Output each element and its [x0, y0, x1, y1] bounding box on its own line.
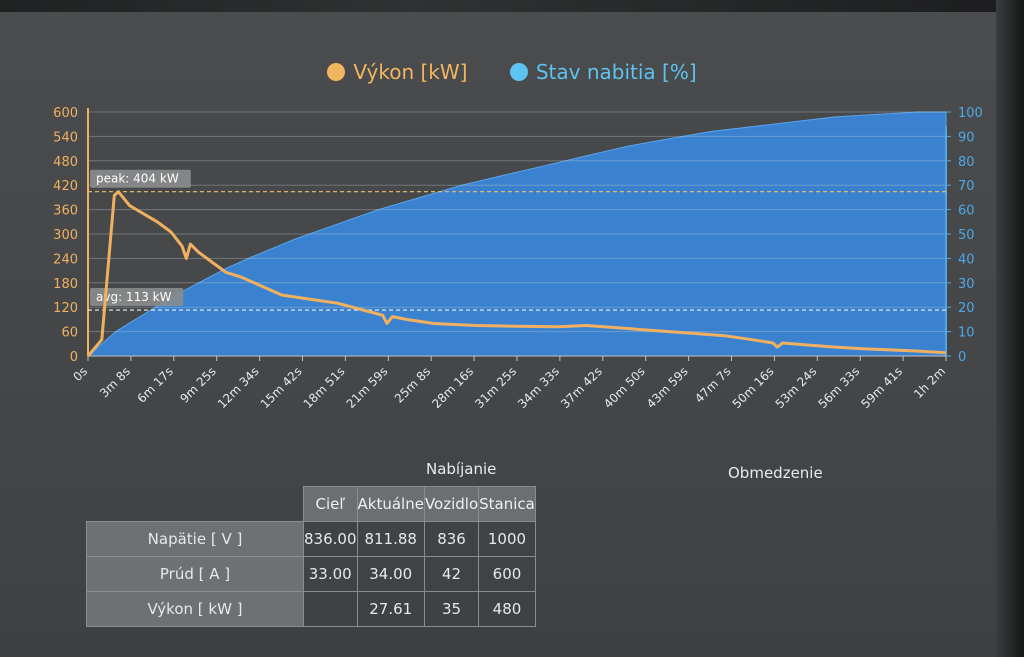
- table-header-row: Cieľ Aktuálne Vozidlo Stanica: [87, 486, 536, 522]
- x-tick-label: 18m 51s: [301, 364, 348, 411]
- row-label-voltage: Napätie [ V ]: [86, 521, 304, 557]
- cell-power-actual: 27.61: [356, 591, 425, 627]
- y-right-tick-label: 50: [958, 228, 975, 243]
- x-tick-label: 3m 8s: [97, 364, 133, 400]
- legend-dot-power: [327, 63, 346, 81]
- table-corner: [87, 487, 304, 522]
- x-tick-label: 6m 17s: [134, 364, 175, 405]
- legend-label-soc: Stav nabitia [%]: [535, 60, 697, 84]
- series-line-power: [86, 190, 947, 357]
- cell-power-vehicle: 35: [423, 591, 480, 627]
- charging-chart: 0 60 120 180 240 300 360 420 480 540 600 0 10 20 30 40 5…: [53, 106, 983, 411]
- y-right-tick-label: 0: [958, 350, 966, 365]
- y-left-tick-label: 60: [61, 326, 78, 341]
- monitor-bezel-right: [996, 0, 1024, 657]
- legend-dot-soc: [509, 63, 528, 81]
- y-right-tick-label: 10: [958, 326, 975, 341]
- group-title-limits: Obmedzenie: [728, 464, 823, 482]
- annotation-text: avg: 113 kW: [96, 290, 172, 304]
- y-left-tick-label: 540: [53, 130, 78, 145]
- x-tick-label: 59m 41s: [858, 364, 905, 411]
- y-left-tick-label: 300: [53, 228, 78, 243]
- annotation-box: [90, 288, 184, 307]
- y-right-tick-label: 20: [958, 301, 975, 316]
- cell-current-actual: 34.00: [356, 556, 425, 592]
- charging-table: Cieľ Aktuálne Vozidlo Stanica Napätie [ …: [86, 486, 536, 627]
- x-tick-label: 47m 7s: [692, 364, 733, 405]
- annotation-box: [90, 169, 191, 188]
- row-label-power: Výkon [ kW ]: [86, 591, 304, 627]
- cell-voltage-target: 836.00: [303, 521, 358, 557]
- cell-current-vehicle: 42: [423, 556, 480, 592]
- legend-item-power[interactable]: Výkon [kW]: [327, 60, 467, 84]
- annotation-text: peak: 404 kW: [96, 172, 179, 186]
- x-tick-label: 0s: [70, 364, 90, 384]
- cell-voltage-vehicle: 836: [423, 521, 480, 557]
- y-left-tick-label: 360: [53, 204, 78, 219]
- y-right-tick-label: 60: [958, 204, 975, 219]
- col-header-station: Stanica: [478, 486, 536, 522]
- row-label-current: Prúd [ A ]: [86, 556, 304, 592]
- col-header-target: Cieľ: [303, 486, 358, 522]
- y-left-tick-label: 600: [53, 106, 78, 121]
- y-left-tick-label: 420: [53, 179, 78, 194]
- series-area-soc: [86, 111, 947, 357]
- x-tick-label: 28m 16s: [429, 364, 476, 411]
- y-right-tick-label: 80: [958, 155, 975, 170]
- table-row: Napätie [ V ] 836.00 811.88 836 1000: [86, 521, 536, 557]
- legend-item-soc[interactable]: Stav nabitia [%]: [509, 60, 697, 84]
- cell-current-station: 600: [478, 556, 536, 592]
- cell-voltage-actual: 811.88: [356, 521, 425, 557]
- x-tick-label: 53m 24s: [773, 364, 820, 411]
- cell-power-target: [303, 591, 358, 627]
- annotation-label: peak: 404 kW: [90, 169, 191, 188]
- x-tick-label: 50m 16s: [730, 364, 777, 411]
- x-tick-label: 25m 8s: [392, 364, 433, 405]
- x-tick-label: 34m 33s: [515, 364, 562, 411]
- x-tick-label: 43m 59s: [644, 364, 691, 411]
- y-left-tick-label: 120: [53, 301, 78, 316]
- y-right-tick-label: 30: [958, 277, 975, 292]
- x-tick-label: 56m 33s: [815, 364, 862, 411]
- col-header-actual: Aktuálne: [356, 486, 425, 522]
- col-header-vehicle: Vozidlo: [423, 486, 480, 522]
- x-tick-label: 40m 50s: [601, 364, 648, 411]
- x-tick-label: 9m 25s: [177, 364, 218, 405]
- table-row: Výkon [ kW ] 27.61 35 480: [86, 591, 536, 627]
- cell-current-target: 33.00: [303, 556, 358, 592]
- table-row: Prúd [ A ] 33.00 34.00 42 600: [86, 556, 536, 592]
- legend-label-power: Výkon [kW]: [353, 60, 468, 84]
- x-tick-label: 31m 25s: [472, 364, 519, 411]
- x-tick-label: 1h 2m: [911, 364, 948, 401]
- y-left-tick-label: 240: [53, 252, 78, 267]
- y-left-tick-label: 180: [53, 277, 78, 292]
- chart-legend: Výkon [kW] Stav nabitia [%]: [0, 60, 1024, 86]
- x-tick-label: 15m 42s: [258, 364, 305, 411]
- y-left-tick-label: 0: [70, 350, 78, 365]
- y-left-tick-label: 480: [53, 155, 78, 170]
- y-right-tick-label: 90: [958, 130, 975, 145]
- y-right-tick-label: 70: [958, 179, 975, 194]
- annotation-label: avg: 113 kW: [90, 288, 184, 307]
- y-right-tick-label: 40: [958, 252, 975, 267]
- y-right-tick-label: 100: [958, 106, 983, 121]
- monitor-bezel-top: [0, 0, 1024, 12]
- cell-voltage-station: 1000: [478, 521, 536, 557]
- group-title-charging: Nabíjanie: [426, 460, 497, 478]
- x-tick-label: 12m 34s: [215, 364, 262, 411]
- cell-power-station: 480: [478, 591, 536, 627]
- x-tick-label: 21m 59s: [344, 364, 391, 411]
- x-tick-label: 37m 42s: [558, 364, 605, 411]
